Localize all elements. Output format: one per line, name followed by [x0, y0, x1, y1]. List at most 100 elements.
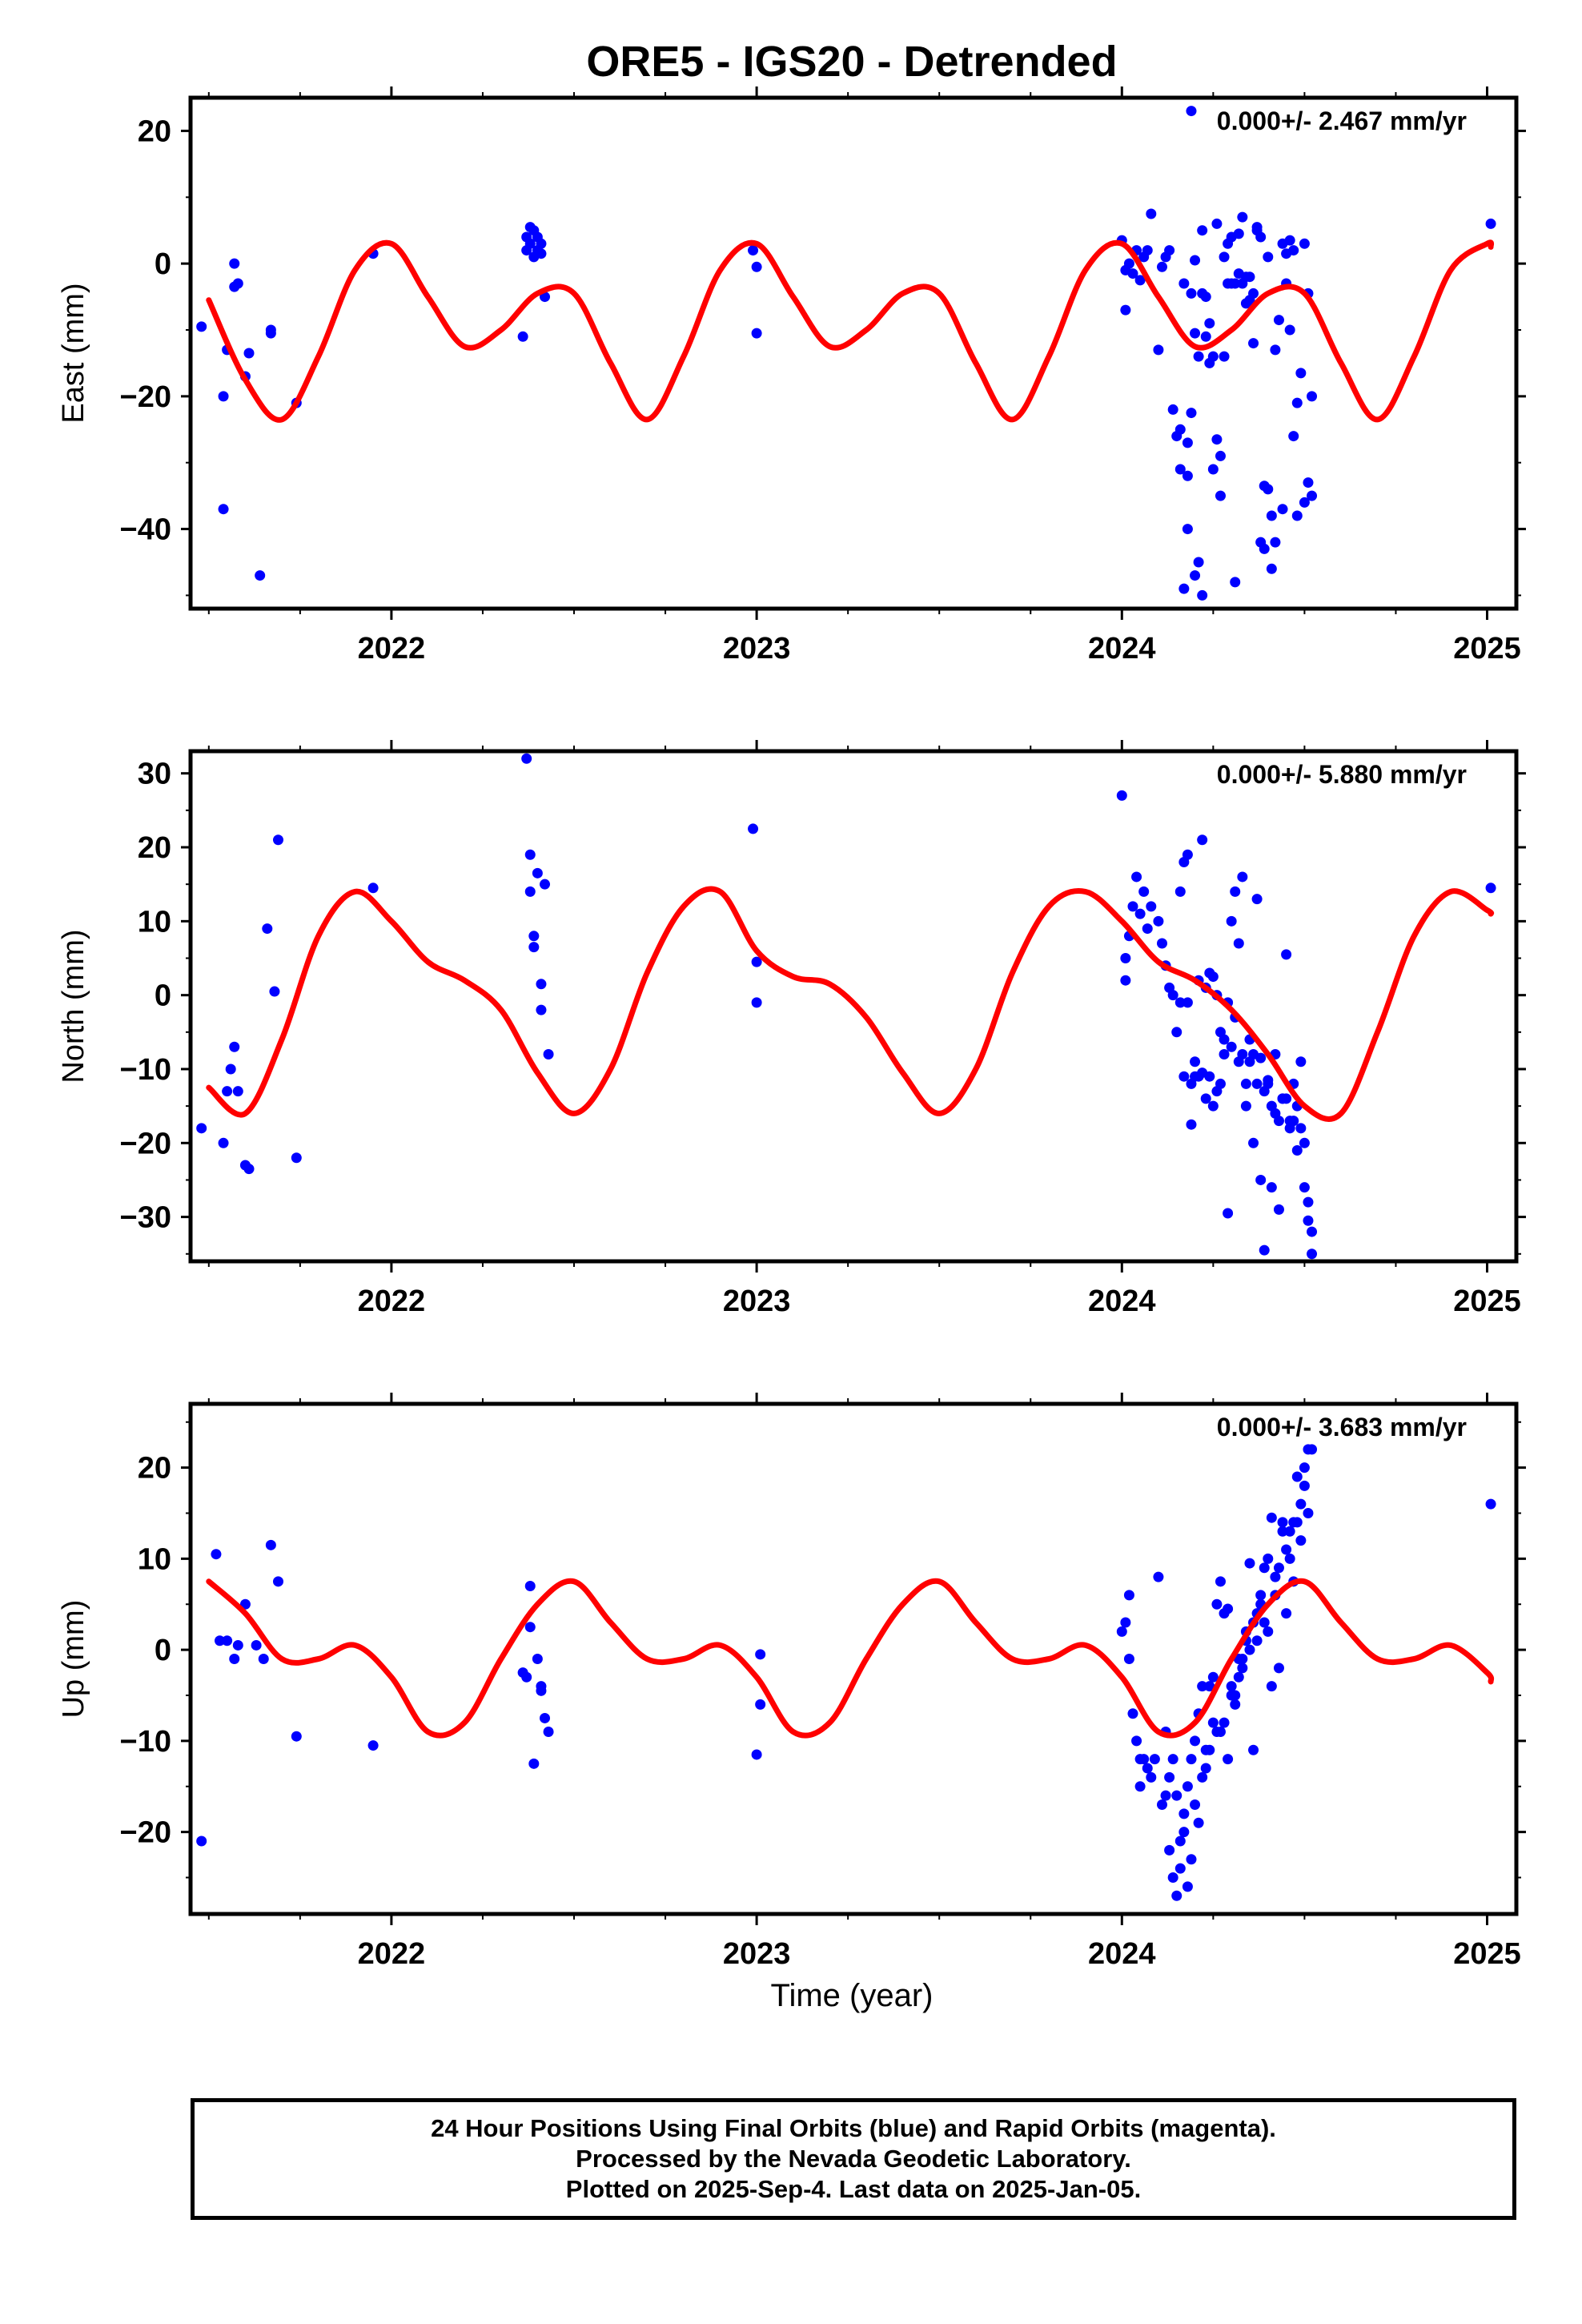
data-point	[1273, 1562, 1284, 1574]
x-tick-label: 2023	[723, 632, 791, 665]
data-point	[232, 1086, 243, 1097]
data-point	[1219, 251, 1230, 263]
y-tick-label: 0	[155, 1634, 171, 1667]
data-point	[1142, 245, 1153, 256]
data-point	[1248, 287, 1259, 299]
data-point	[1116, 1626, 1127, 1637]
data-point	[1307, 391, 1318, 402]
data-point	[1240, 1078, 1251, 1089]
y-tick-label: 20	[138, 1452, 171, 1486]
data-point	[1127, 268, 1138, 279]
data-point	[1120, 304, 1131, 316]
data-point	[1240, 1100, 1251, 1112]
x-tick-label: 2023	[723, 1937, 791, 1971]
data-point	[1259, 543, 1270, 554]
data-point	[748, 245, 759, 256]
data-point	[1207, 1671, 1219, 1683]
data-point	[1215, 490, 1226, 501]
data-point	[1277, 238, 1288, 249]
data-point	[1284, 1553, 1295, 1564]
data-point	[1266, 563, 1277, 574]
data-point	[229, 1654, 240, 1664]
data-point	[536, 1685, 547, 1696]
data-point	[1273, 1116, 1284, 1127]
data-point	[1237, 211, 1248, 223]
data-point	[1303, 1508, 1314, 1518]
data-point	[1263, 1553, 1274, 1564]
data-point	[1259, 1086, 1270, 1097]
data-point	[1182, 524, 1193, 535]
data-point	[1273, 315, 1284, 326]
data-point	[1167, 404, 1178, 415]
data-point	[1244, 1558, 1255, 1569]
data-point	[1295, 1123, 1307, 1134]
data-point	[1174, 1863, 1186, 1874]
data-point	[1295, 368, 1307, 379]
data-point	[1204, 1681, 1215, 1692]
data-point	[1303, 1215, 1314, 1226]
data-point	[1233, 228, 1244, 239]
data-point	[1223, 1754, 1234, 1765]
data-point	[1237, 1663, 1248, 1674]
data-point	[1307, 1248, 1318, 1260]
data-point	[751, 328, 762, 339]
data-point	[1178, 1808, 1190, 1819]
y-tick-label: 0	[155, 247, 171, 281]
data-point	[1182, 849, 1193, 860]
data-point	[1127, 901, 1138, 912]
data-points	[196, 753, 1496, 1260]
footer-line-1: 24 Hour Positions Using Final Orbits (bl…	[431, 2114, 1276, 2142]
footer-box: 24 Hour Positions Using Final Orbits (bl…	[191, 2098, 1516, 2220]
data-point	[524, 1581, 536, 1591]
data-point	[540, 1712, 551, 1723]
data-point	[1230, 577, 1241, 588]
data-point	[1200, 292, 1211, 303]
data-point	[1284, 1116, 1295, 1127]
data-point	[1291, 1471, 1303, 1482]
data-point	[211, 1549, 222, 1560]
data-point	[1200, 1763, 1211, 1774]
data-point	[1174, 997, 1186, 1008]
data-point	[1186, 106, 1197, 117]
data-point	[1251, 894, 1263, 905]
data-point	[1215, 450, 1226, 461]
data-point	[1255, 1052, 1267, 1063]
data-point	[1164, 1844, 1175, 1856]
rate-label: 0.000+/- 3.683 mm/yr	[1217, 1413, 1467, 1441]
data-point	[1288, 245, 1299, 256]
data-point	[1197, 834, 1208, 846]
data-point	[1281, 1544, 1292, 1555]
data-point	[1211, 1727, 1223, 1737]
data-point	[1200, 331, 1211, 342]
data-point	[1266, 1681, 1277, 1692]
data-point	[1485, 883, 1496, 894]
x-tick-label: 2024	[1088, 1285, 1156, 1318]
data-point	[1223, 278, 1234, 289]
data-point	[536, 238, 547, 249]
data-point	[1273, 1663, 1284, 1674]
data-point	[1186, 1754, 1197, 1765]
data-point	[1204, 1744, 1215, 1755]
data-point	[1270, 344, 1281, 356]
data-point	[225, 1063, 236, 1075]
data-point	[1182, 470, 1193, 481]
data-point	[1186, 1854, 1197, 1865]
data-point	[367, 883, 379, 894]
data-point	[218, 504, 229, 515]
data-point	[1207, 1717, 1219, 1728]
data-point	[1219, 1049, 1230, 1060]
data-point	[258, 1654, 269, 1664]
data-point	[543, 1049, 554, 1060]
y-axis-label: Up (mm)	[57, 1600, 90, 1719]
y-tick-label: −30	[120, 1201, 171, 1235]
data-point	[1178, 278, 1190, 289]
rate-label: 0.000+/- 2.467 mm/yr	[1217, 107, 1467, 135]
data-point	[1277, 1517, 1288, 1528]
data-point	[251, 1639, 262, 1651]
data-point	[218, 391, 229, 402]
data-point	[528, 1758, 540, 1769]
data-point	[1233, 938, 1244, 949]
data-point	[1244, 271, 1255, 283]
data-point	[1259, 1244, 1270, 1256]
data-point	[255, 570, 266, 581]
